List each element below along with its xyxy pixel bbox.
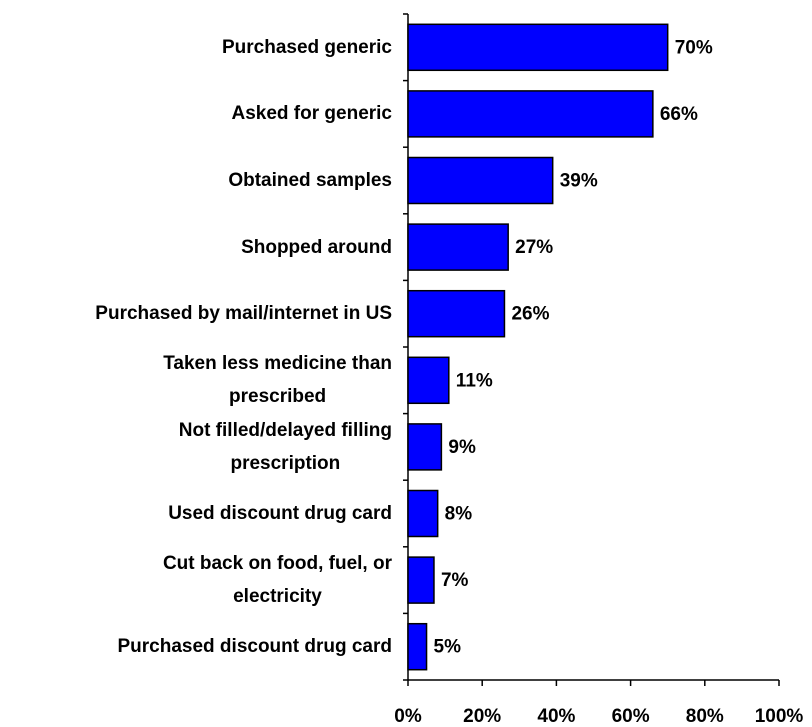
bar — [407, 423, 443, 471]
category-line: Purchased discount drug card — [117, 636, 393, 658]
y-tick-label: Purchased discount drug card — [118, 630, 393, 663]
value-label: 11% — [456, 370, 493, 391]
value-label: 7% — [441, 570, 469, 591]
y-tick-label: Taken less medicine than prescribed — [163, 347, 392, 413]
y-tick-label: Used discount drug card — [168, 497, 392, 530]
y-tick-label: Purchased by mail/internet in US — [95, 297, 392, 330]
value-label: 66% — [660, 104, 698, 125]
category-line: Cut back on food, fuel, or — [162, 553, 392, 575]
category-line: Taken less medicine than — [163, 353, 392, 375]
y-tick-label: Not filled/delayed filling prescription — [179, 414, 392, 480]
bar — [407, 223, 509, 271]
x-tick-label: 80% — [686, 706, 724, 727]
y-tick-label: Shopped around — [241, 231, 392, 264]
category-line: Asked for generic — [231, 103, 393, 125]
x-tick-label: 60% — [612, 706, 650, 727]
category-line: prescription — [230, 452, 341, 474]
bar — [407, 489, 439, 538]
x-tick-label: 20% — [463, 706, 501, 727]
bar — [407, 23, 669, 72]
value-label: 8% — [445, 504, 473, 525]
y-tick-label: Purchased generic — [222, 31, 392, 64]
value-label: 27% — [515, 237, 553, 258]
bar — [407, 356, 450, 405]
category-line: Obtained samples — [228, 170, 392, 191]
category-line: Shopped around — [241, 236, 392, 258]
bar — [407, 556, 435, 604]
x-tick-label: 0% — [394, 706, 422, 727]
bar — [407, 156, 554, 205]
value-label: 39% — [560, 171, 598, 192]
category-line: Purchased generic — [221, 36, 392, 58]
value-label: 9% — [448, 437, 476, 458]
value-label: 70% — [675, 37, 713, 58]
category-line: prescribed — [229, 386, 327, 408]
value-label: 5% — [434, 637, 462, 658]
y-tick-label: Cut back on food, fuel, or electricity — [163, 547, 392, 613]
bar — [407, 90, 654, 138]
category-line: Used discount drug card — [168, 503, 392, 524]
x-tick-label: 100% — [755, 706, 804, 727]
category-line: Purchased by mail/internet in US — [95, 303, 392, 325]
y-tick-label: Asked for generic — [232, 97, 393, 130]
y-tick-label: Obtained samples — [228, 164, 392, 197]
category-line: electricity — [233, 586, 322, 608]
value-label: 26% — [511, 304, 549, 325]
category-line: Not filled/delayed filling — [178, 419, 392, 441]
x-tick-label: 40% — [537, 706, 575, 727]
bar — [407, 289, 506, 338]
bar — [407, 622, 428, 671]
